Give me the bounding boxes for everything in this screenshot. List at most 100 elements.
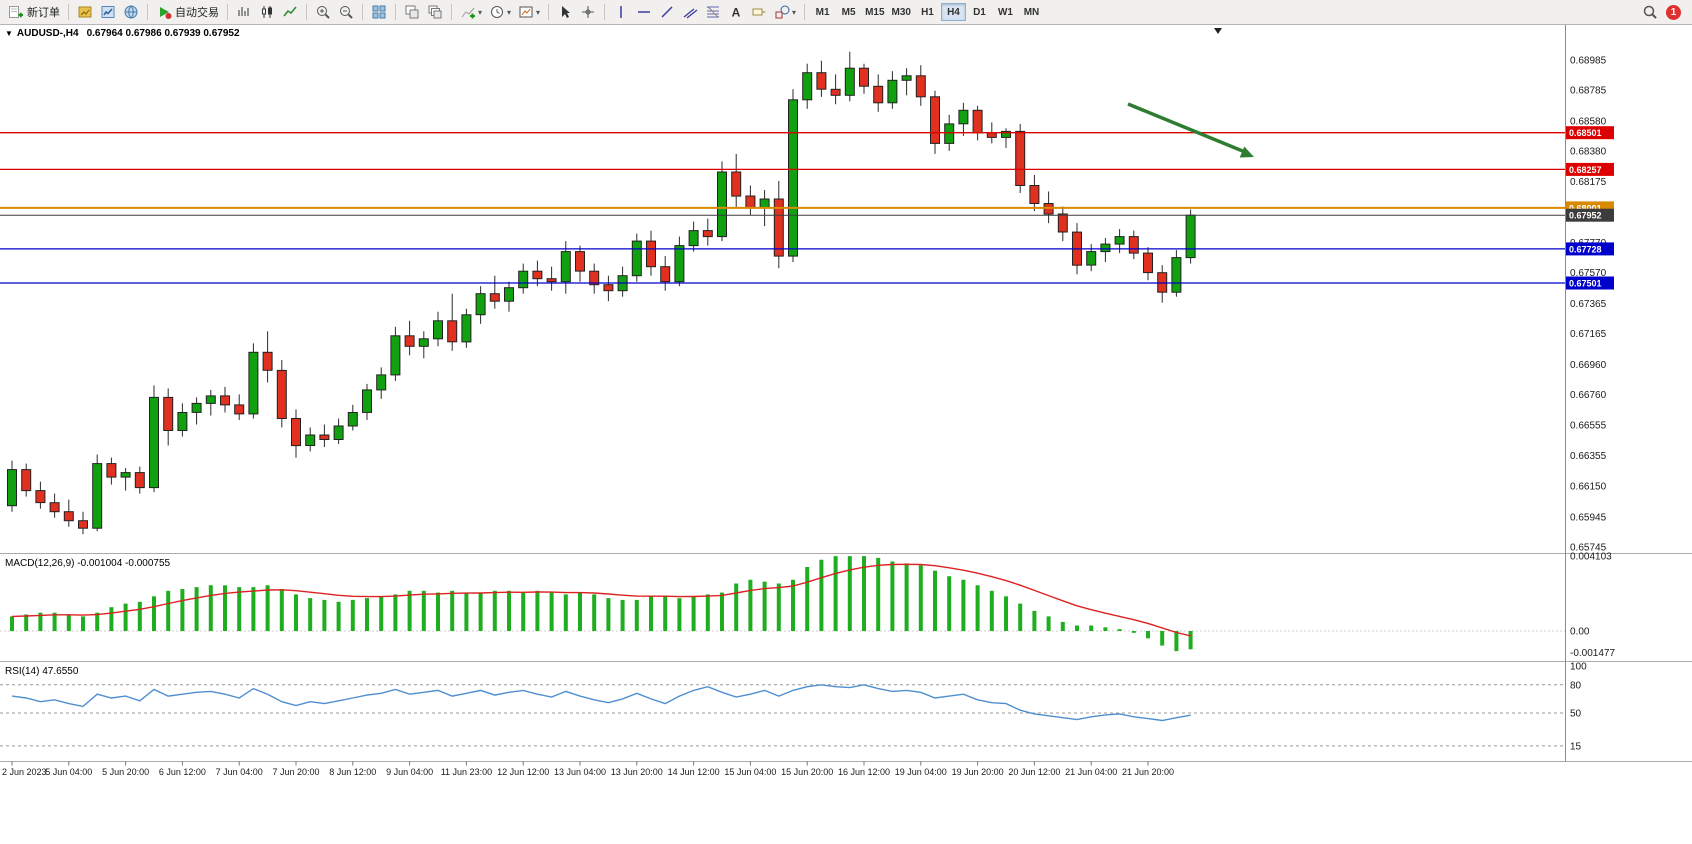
notification-badge[interactable]: 1 xyxy=(1666,4,1681,20)
crosshair-button[interactable] xyxy=(577,2,599,22)
bull-candle xyxy=(901,75,912,81)
one-click-trading-toggle[interactable]: ▼ xyxy=(5,29,13,38)
bear-candle xyxy=(78,520,88,529)
svg-text:7 Jun 04:00: 7 Jun 04:00 xyxy=(216,767,263,777)
svg-text:2 Jun 2023: 2 Jun 2023 xyxy=(2,767,47,777)
timeframe-h1-button[interactable]: H1 xyxy=(915,3,940,21)
svg-text:8 Jun 12:00: 8 Jun 12:00 xyxy=(329,767,376,777)
svg-text:15 Jun 20:00: 15 Jun 20:00 xyxy=(781,767,833,777)
timeframe-m5-button[interactable]: M5 xyxy=(836,3,861,21)
chart-shift-marker[interactable] xyxy=(1214,28,1222,34)
cascade-windows-button[interactable] xyxy=(424,2,446,22)
trend-arrow-annotation[interactable] xyxy=(1127,102,1254,158)
svg-text:6 Jun 12:00: 6 Jun 12:00 xyxy=(159,767,206,777)
crosshair-icon xyxy=(582,6,595,18)
bull-candle xyxy=(177,412,188,431)
bull-candle xyxy=(518,270,529,289)
navigator-button[interactable] xyxy=(120,2,142,22)
bear-candle xyxy=(49,502,60,513)
vertical-line-button[interactable] xyxy=(610,2,632,22)
templates-button[interactable]: ▾ xyxy=(515,2,543,22)
bear-candle xyxy=(546,278,557,283)
bull-candle xyxy=(7,469,17,507)
svg-text:0.68175: 0.68175 xyxy=(1570,177,1607,188)
bar-chart-button[interactable] xyxy=(233,2,255,22)
svg-text:11 Jun 23:00: 11 Jun 23:00 xyxy=(441,767,492,777)
indicators-button[interactable]: ▾ xyxy=(457,2,485,22)
svg-text:21 Jun 20:00: 21 Jun 20:00 xyxy=(1122,767,1174,777)
arrange-windows-button[interactable] xyxy=(401,2,423,22)
market-watch-button[interactable] xyxy=(74,2,96,22)
label-button[interactable] xyxy=(748,2,770,22)
toolbar-separator xyxy=(362,4,363,20)
timeframe-m15-button[interactable]: M15 xyxy=(862,3,887,21)
bull-candle xyxy=(504,287,514,302)
toolbar-separator xyxy=(804,4,806,20)
zoom-in-button[interactable] xyxy=(312,2,334,22)
svg-text:16 Jun 12:00: 16 Jun 12:00 xyxy=(838,767,890,777)
svg-text:15: 15 xyxy=(1570,741,1582,752)
tile-windows-button[interactable] xyxy=(368,2,390,22)
auto-trading-label: 自动交易 xyxy=(175,7,219,19)
trendline-button[interactable] xyxy=(656,2,678,22)
svg-text:0.66760: 0.66760 xyxy=(1570,390,1607,401)
timeframe-h4-button[interactable]: H4 xyxy=(940,3,966,21)
timeframe-mn-button[interactable]: MN xyxy=(1019,3,1044,21)
svg-text:0.67501: 0.67501 xyxy=(1569,279,1602,289)
macd-indicator-label: MACD(12,26,9) -0.001004 -0.000755 xyxy=(5,558,171,569)
bear-candle xyxy=(1029,185,1040,204)
auto-trading-button[interactable]: 自动交易 xyxy=(153,2,222,22)
timeframe-m30-button[interactable]: M30 xyxy=(889,3,914,21)
candlestick-series xyxy=(7,51,1196,535)
template-icon xyxy=(519,6,533,18)
toolbar-separator xyxy=(147,4,148,20)
dropdown-arrow-icon: ▾ xyxy=(792,7,797,17)
horizontal-line-button[interactable] xyxy=(633,2,655,22)
bear-candle xyxy=(63,511,74,522)
fibonacci-button[interactable] xyxy=(702,2,724,22)
bar-chart-icon xyxy=(238,7,249,16)
svg-text:0.68785: 0.68785 xyxy=(1570,86,1607,97)
timeframe-w1-button[interactable]: W1 xyxy=(993,3,1018,21)
bull-candle xyxy=(802,72,813,101)
new-order-label: 新订单 xyxy=(27,7,60,19)
price-tag-support-1 xyxy=(1566,242,1614,256)
svg-text:5 Jun 04:00: 5 Jun 04:00 xyxy=(45,767,92,777)
timeframe-d1-button[interactable]: D1 xyxy=(967,3,992,21)
new-order-button[interactable]: 新订单 xyxy=(5,2,63,22)
line-chart-button[interactable] xyxy=(279,2,301,22)
svg-text:0.65745: 0.65745 xyxy=(1570,543,1607,554)
shapes-button[interactable]: ▾ xyxy=(771,2,799,22)
svg-text:20 Jun 12:00: 20 Jun 12:00 xyxy=(1008,767,1060,777)
text-icon: A xyxy=(732,6,741,20)
channel-button[interactable] xyxy=(679,2,701,22)
svg-text:-0.001477: -0.001477 xyxy=(1570,648,1615,659)
bear-candle xyxy=(319,434,330,440)
price-tag-current-price xyxy=(1566,208,1614,222)
svg-text:21 Jun 04:00: 21 Jun 04:00 xyxy=(1065,767,1117,777)
search-button[interactable] xyxy=(1639,2,1661,22)
toolbar-separator xyxy=(306,4,307,20)
bull-candle xyxy=(1171,257,1182,293)
svg-text:0.68985: 0.68985 xyxy=(1570,56,1607,67)
svg-text:80: 80 xyxy=(1570,680,1582,691)
trendline-icon xyxy=(661,6,673,18)
cascade-windows-icon xyxy=(428,5,442,19)
periods-button[interactable]: ▾ xyxy=(486,2,514,22)
zoom-in-icon xyxy=(317,6,330,19)
timeframe-m1-button[interactable]: M1 xyxy=(810,3,835,21)
bull-candle xyxy=(347,412,358,427)
chart-window-button[interactable] xyxy=(97,2,119,22)
zoom-out-button[interactable] xyxy=(335,2,357,22)
candlestick-chart-button[interactable] xyxy=(256,2,278,22)
svg-text:12 Jun 12:00: 12 Jun 12:00 xyxy=(497,767,549,777)
bull-candle xyxy=(1100,243,1111,253)
text-button[interactable]: A xyxy=(725,2,747,22)
svg-text:0.67570: 0.67570 xyxy=(1570,268,1607,279)
bull-candle xyxy=(362,389,372,413)
toolbar-separator xyxy=(68,4,69,20)
rsi-indicator-label: RSI(14) 47.6550 xyxy=(5,666,79,677)
cursor-button[interactable] xyxy=(554,2,576,22)
text-label-icon xyxy=(752,8,766,16)
